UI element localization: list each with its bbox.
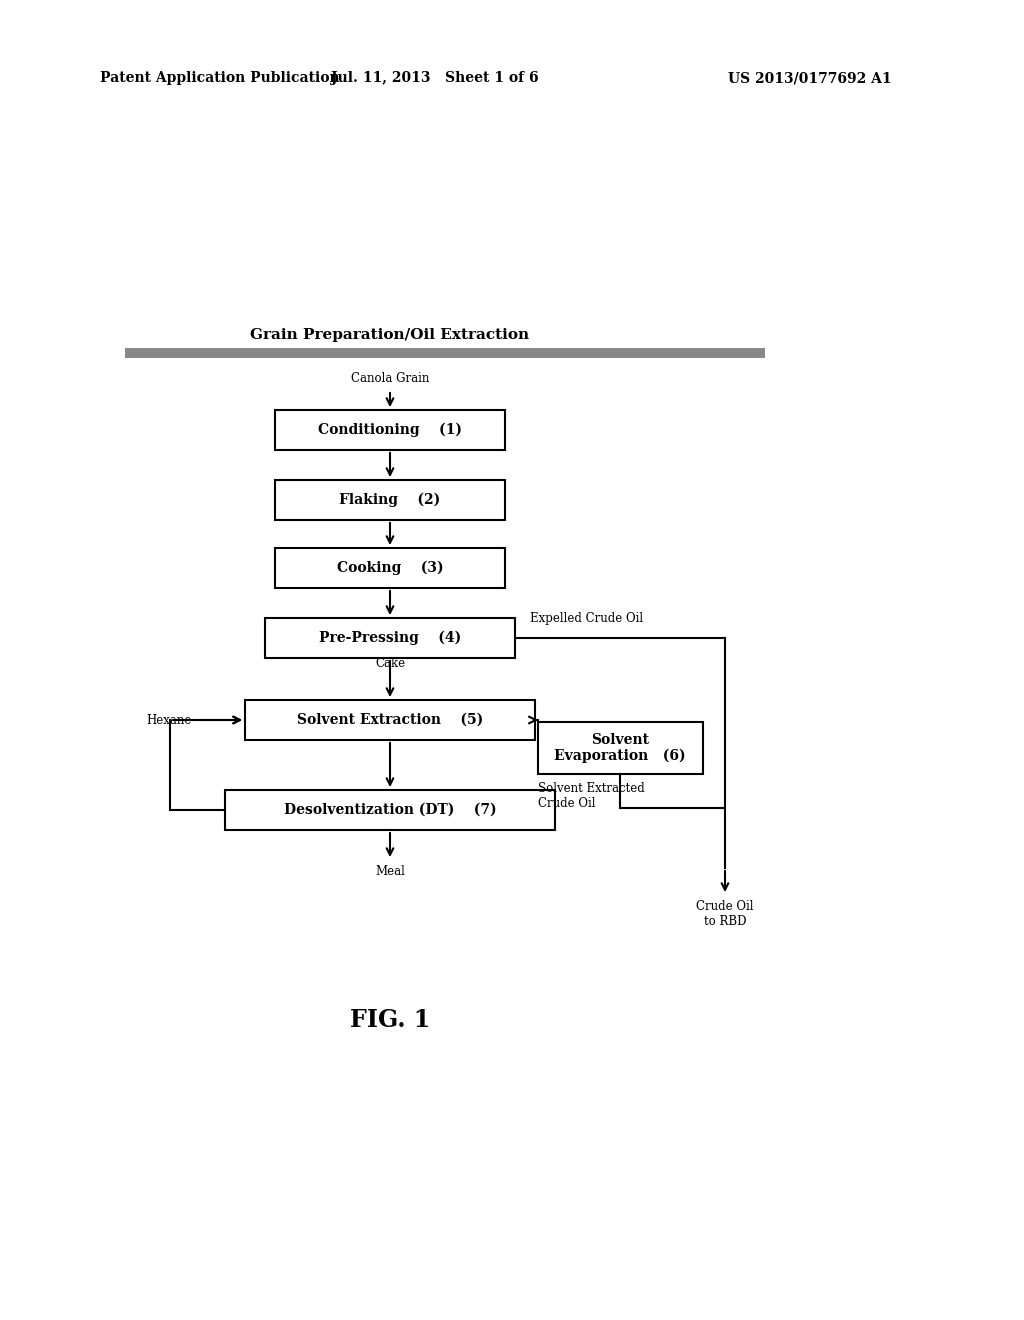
Text: Grain Preparation/Oil Extraction: Grain Preparation/Oil Extraction bbox=[251, 327, 529, 342]
Text: Jul. 11, 2013   Sheet 1 of 6: Jul. 11, 2013 Sheet 1 of 6 bbox=[331, 71, 539, 84]
Text: Hexane: Hexane bbox=[146, 714, 193, 726]
Text: Patent Application Publication: Patent Application Publication bbox=[100, 71, 340, 84]
Bar bbox=[225, 789, 555, 830]
Text: Cooking    (3): Cooking (3) bbox=[337, 561, 443, 576]
Text: Expelled Crude Oil: Expelled Crude Oil bbox=[530, 612, 643, 624]
Text: Meal: Meal bbox=[375, 865, 404, 878]
Bar bbox=[265, 618, 515, 657]
Bar bbox=[275, 548, 505, 587]
Bar bbox=[245, 700, 535, 741]
Text: Solvent
Evaporation   (6): Solvent Evaporation (6) bbox=[554, 733, 686, 763]
Text: Canola Grain: Canola Grain bbox=[351, 372, 429, 385]
Text: US 2013/0177692 A1: US 2013/0177692 A1 bbox=[728, 71, 892, 84]
Text: Solvent Extracted
Crude Oil: Solvent Extracted Crude Oil bbox=[538, 781, 645, 810]
Text: Pre-Pressing    (4): Pre-Pressing (4) bbox=[318, 631, 461, 645]
Bar bbox=[125, 348, 765, 358]
Text: Cake: Cake bbox=[375, 657, 406, 671]
Text: Conditioning    (1): Conditioning (1) bbox=[318, 422, 462, 437]
Bar bbox=[538, 722, 702, 774]
Text: Crude Oil
to RBD: Crude Oil to RBD bbox=[696, 900, 754, 928]
Text: Solvent Extraction    (5): Solvent Extraction (5) bbox=[297, 713, 483, 727]
Bar bbox=[275, 411, 505, 450]
Text: Flaking    (2): Flaking (2) bbox=[339, 492, 440, 507]
Text: Desolventization (DT)    (7): Desolventization (DT) (7) bbox=[284, 803, 497, 817]
Bar bbox=[275, 480, 505, 520]
Text: FIG. 1: FIG. 1 bbox=[350, 1008, 430, 1032]
